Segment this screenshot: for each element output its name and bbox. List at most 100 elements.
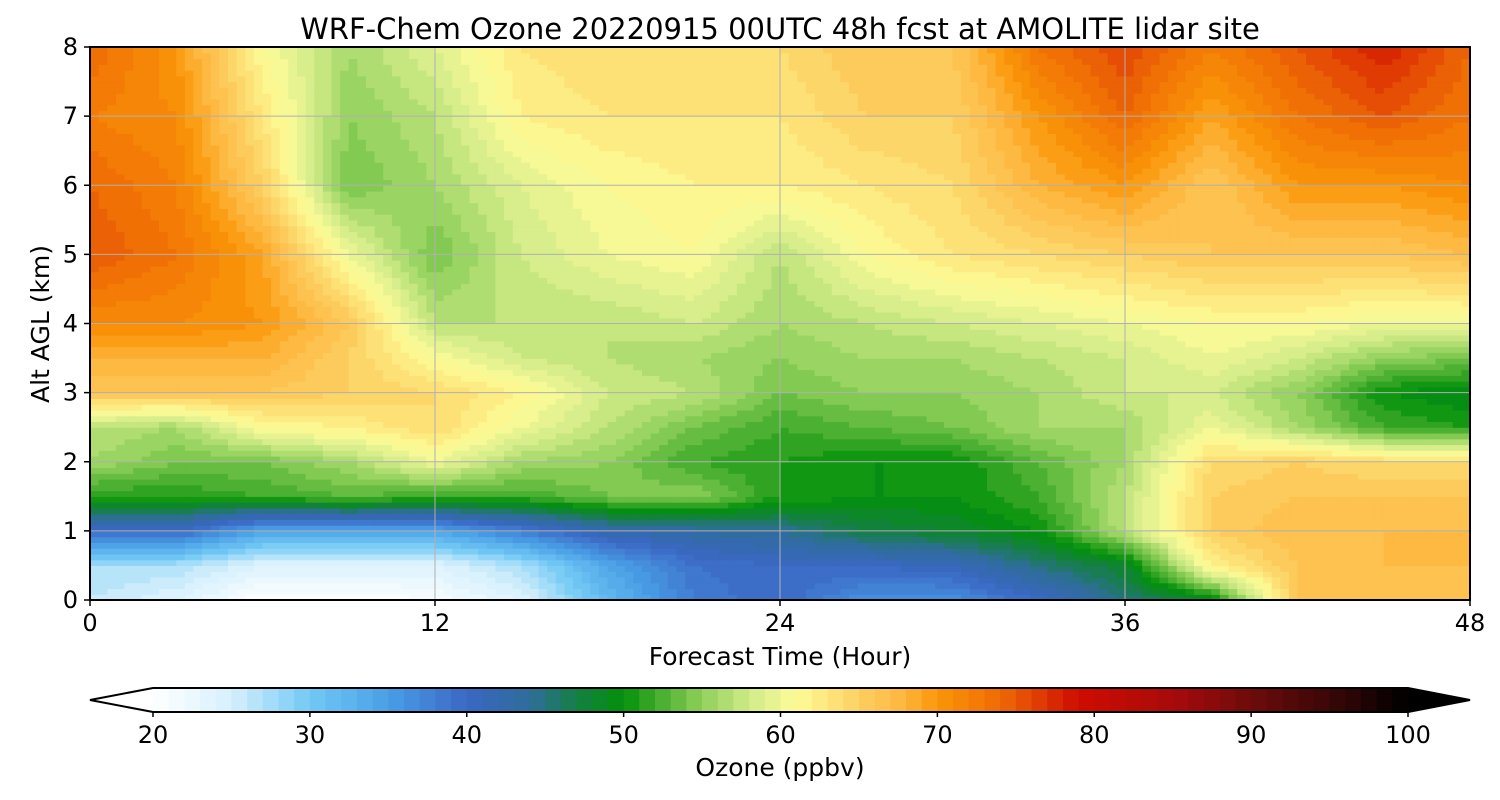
heatmap-cell [314, 415, 324, 423]
heatmap-cell [814, 542, 824, 549]
heatmap-cell [1452, 576, 1462, 584]
heatmap-cell [762, 473, 772, 480]
heatmap-cell [909, 432, 919, 440]
heatmap-cell [736, 473, 747, 480]
heatmap-cell [728, 513, 738, 520]
heatmap-cell [866, 536, 876, 543]
heatmap-cell [210, 576, 220, 584]
heatmap-cell [374, 427, 384, 434]
heatmap-cell [176, 438, 186, 446]
heatmap-cell [1271, 571, 1281, 578]
heatmap-cell [1004, 455, 1014, 463]
heatmap-cell [460, 427, 471, 434]
heatmap-cell [1444, 496, 1454, 503]
heatmap-cell [943, 421, 954, 428]
heatmap-cell [460, 461, 471, 469]
heatmap-cell [202, 450, 212, 457]
heatmap-cell [1245, 507, 1255, 515]
heatmap-cell [892, 467, 902, 474]
heatmap-cell [435, 582, 445, 590]
heatmap-cell [167, 467, 177, 474]
heatmap-cell [391, 571, 402, 578]
heatmap-cell [469, 559, 479, 567]
heatmap-cell [1185, 455, 1195, 463]
heatmap-cell [288, 467, 298, 474]
heatmap-cell [857, 455, 867, 463]
heatmap-cell [521, 559, 531, 567]
heatmap-cell [391, 415, 402, 423]
heatmap-cell [1194, 582, 1204, 590]
heatmap-cell [607, 565, 617, 572]
heatmap-cell [1116, 496, 1126, 503]
heatmap-cell [1288, 473, 1299, 480]
heatmap-cell [409, 525, 419, 532]
heatmap-cell [1004, 467, 1014, 474]
heatmap-cell [616, 473, 626, 480]
heatmap-cell [331, 519, 341, 526]
heatmap-cell [667, 525, 678, 532]
heatmap-cell [504, 444, 514, 451]
heatmap-cell [184, 484, 195, 492]
heatmap-cell [478, 461, 488, 469]
heatmap-cell [236, 496, 246, 503]
heatmap-cell [900, 548, 910, 555]
heatmap-cell [107, 582, 117, 590]
heatmap-cell [943, 582, 954, 590]
heatmap-cell [236, 502, 246, 509]
heatmap-cell [616, 542, 626, 549]
heatmap-cell [495, 507, 505, 515]
heatmap-cell [831, 536, 841, 543]
heatmap-cell [460, 542, 471, 549]
heatmap-cell [1435, 588, 1445, 595]
heatmap-cell [417, 444, 427, 451]
heatmap-cell [667, 467, 678, 474]
heatmap-cell [702, 461, 712, 469]
heatmap-cell [1426, 565, 1437, 572]
heatmap-cell [176, 415, 186, 423]
heatmap-cell [667, 588, 678, 595]
heatmap-cell [400, 467, 410, 474]
heatmap-cell [1047, 479, 1057, 486]
heatmap-cell [486, 432, 496, 440]
heatmap-cell [754, 559, 764, 567]
heatmap-cell [943, 479, 954, 486]
heatmap-cell [297, 536, 307, 543]
heatmap-cell [236, 421, 246, 428]
heatmap-cell [193, 588, 203, 595]
heatmap-cell [823, 490, 833, 497]
heatmap-cell [719, 502, 729, 509]
heatmap-cell [1349, 455, 1359, 463]
heatmap-cell [478, 525, 488, 532]
heatmap-cell [1297, 484, 1307, 492]
heatmap-cell [1461, 421, 1471, 428]
heatmap-cell [348, 455, 358, 463]
heatmap-cell [900, 496, 910, 503]
heatmap-cell [918, 490, 928, 497]
heatmap-cell [840, 490, 850, 497]
heatmap-cell [849, 507, 859, 515]
heatmap-cell [788, 553, 798, 561]
heatmap-cell [1202, 507, 1212, 515]
heatmap-cell [857, 582, 867, 590]
heatmap-cell [348, 461, 358, 469]
heatmap-cell [935, 576, 945, 584]
heatmap-cell [1340, 507, 1350, 515]
heatmap-cell [236, 484, 246, 492]
heatmap-cell [1288, 565, 1299, 572]
heatmap-cell [348, 496, 358, 503]
heatmap-cell [1021, 455, 1031, 463]
heatmap-cell [141, 467, 151, 474]
heatmap-cell [1107, 444, 1117, 451]
heatmap-cell [866, 461, 876, 469]
heatmap-cell [1176, 438, 1186, 446]
heatmap-cell [512, 427, 522, 434]
heatmap-cell [1237, 438, 1247, 446]
heatmap-cell [581, 530, 591, 538]
heatmap-cell [711, 513, 721, 520]
heatmap-cell [1211, 559, 1221, 567]
heatmap-cell [193, 559, 203, 567]
heatmap-cell [926, 427, 936, 434]
heatmap-cell [124, 473, 134, 480]
heatmap-cell [771, 502, 781, 509]
heatmap-cell [788, 576, 798, 584]
